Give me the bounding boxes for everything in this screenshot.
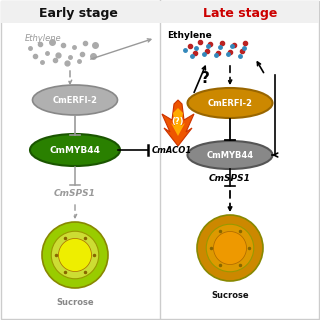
Text: ?: ?: [201, 70, 209, 85]
Circle shape: [51, 231, 99, 279]
Circle shape: [213, 231, 246, 265]
Circle shape: [42, 222, 108, 288]
Circle shape: [59, 238, 92, 271]
Text: Early stage: Early stage: [39, 6, 117, 20]
Text: Ethylene: Ethylene: [168, 30, 212, 39]
Ellipse shape: [188, 141, 273, 169]
Text: CmSPS1: CmSPS1: [54, 188, 96, 197]
Text: CmMYB44: CmMYB44: [50, 146, 100, 155]
Text: CmMYB44: CmMYB44: [206, 150, 253, 159]
Text: CmACO1: CmACO1: [152, 146, 192, 155]
Text: Late stage: Late stage: [203, 6, 277, 20]
Text: CmSPS1: CmSPS1: [209, 173, 251, 182]
Polygon shape: [162, 100, 194, 146]
Text: CmERFI-2: CmERFI-2: [52, 95, 98, 105]
FancyBboxPatch shape: [1, 1, 319, 23]
Polygon shape: [171, 108, 185, 136]
Text: CmERFI-2: CmERFI-2: [207, 99, 252, 108]
Text: Sucrose: Sucrose: [211, 291, 249, 300]
Ellipse shape: [30, 134, 120, 166]
Ellipse shape: [33, 85, 117, 115]
Text: (?): (?): [172, 116, 184, 125]
Text: Ethylene: Ethylene: [25, 34, 62, 43]
Circle shape: [206, 224, 254, 272]
Circle shape: [197, 215, 263, 281]
Ellipse shape: [188, 88, 273, 118]
Text: Sucrose: Sucrose: [56, 298, 94, 307]
